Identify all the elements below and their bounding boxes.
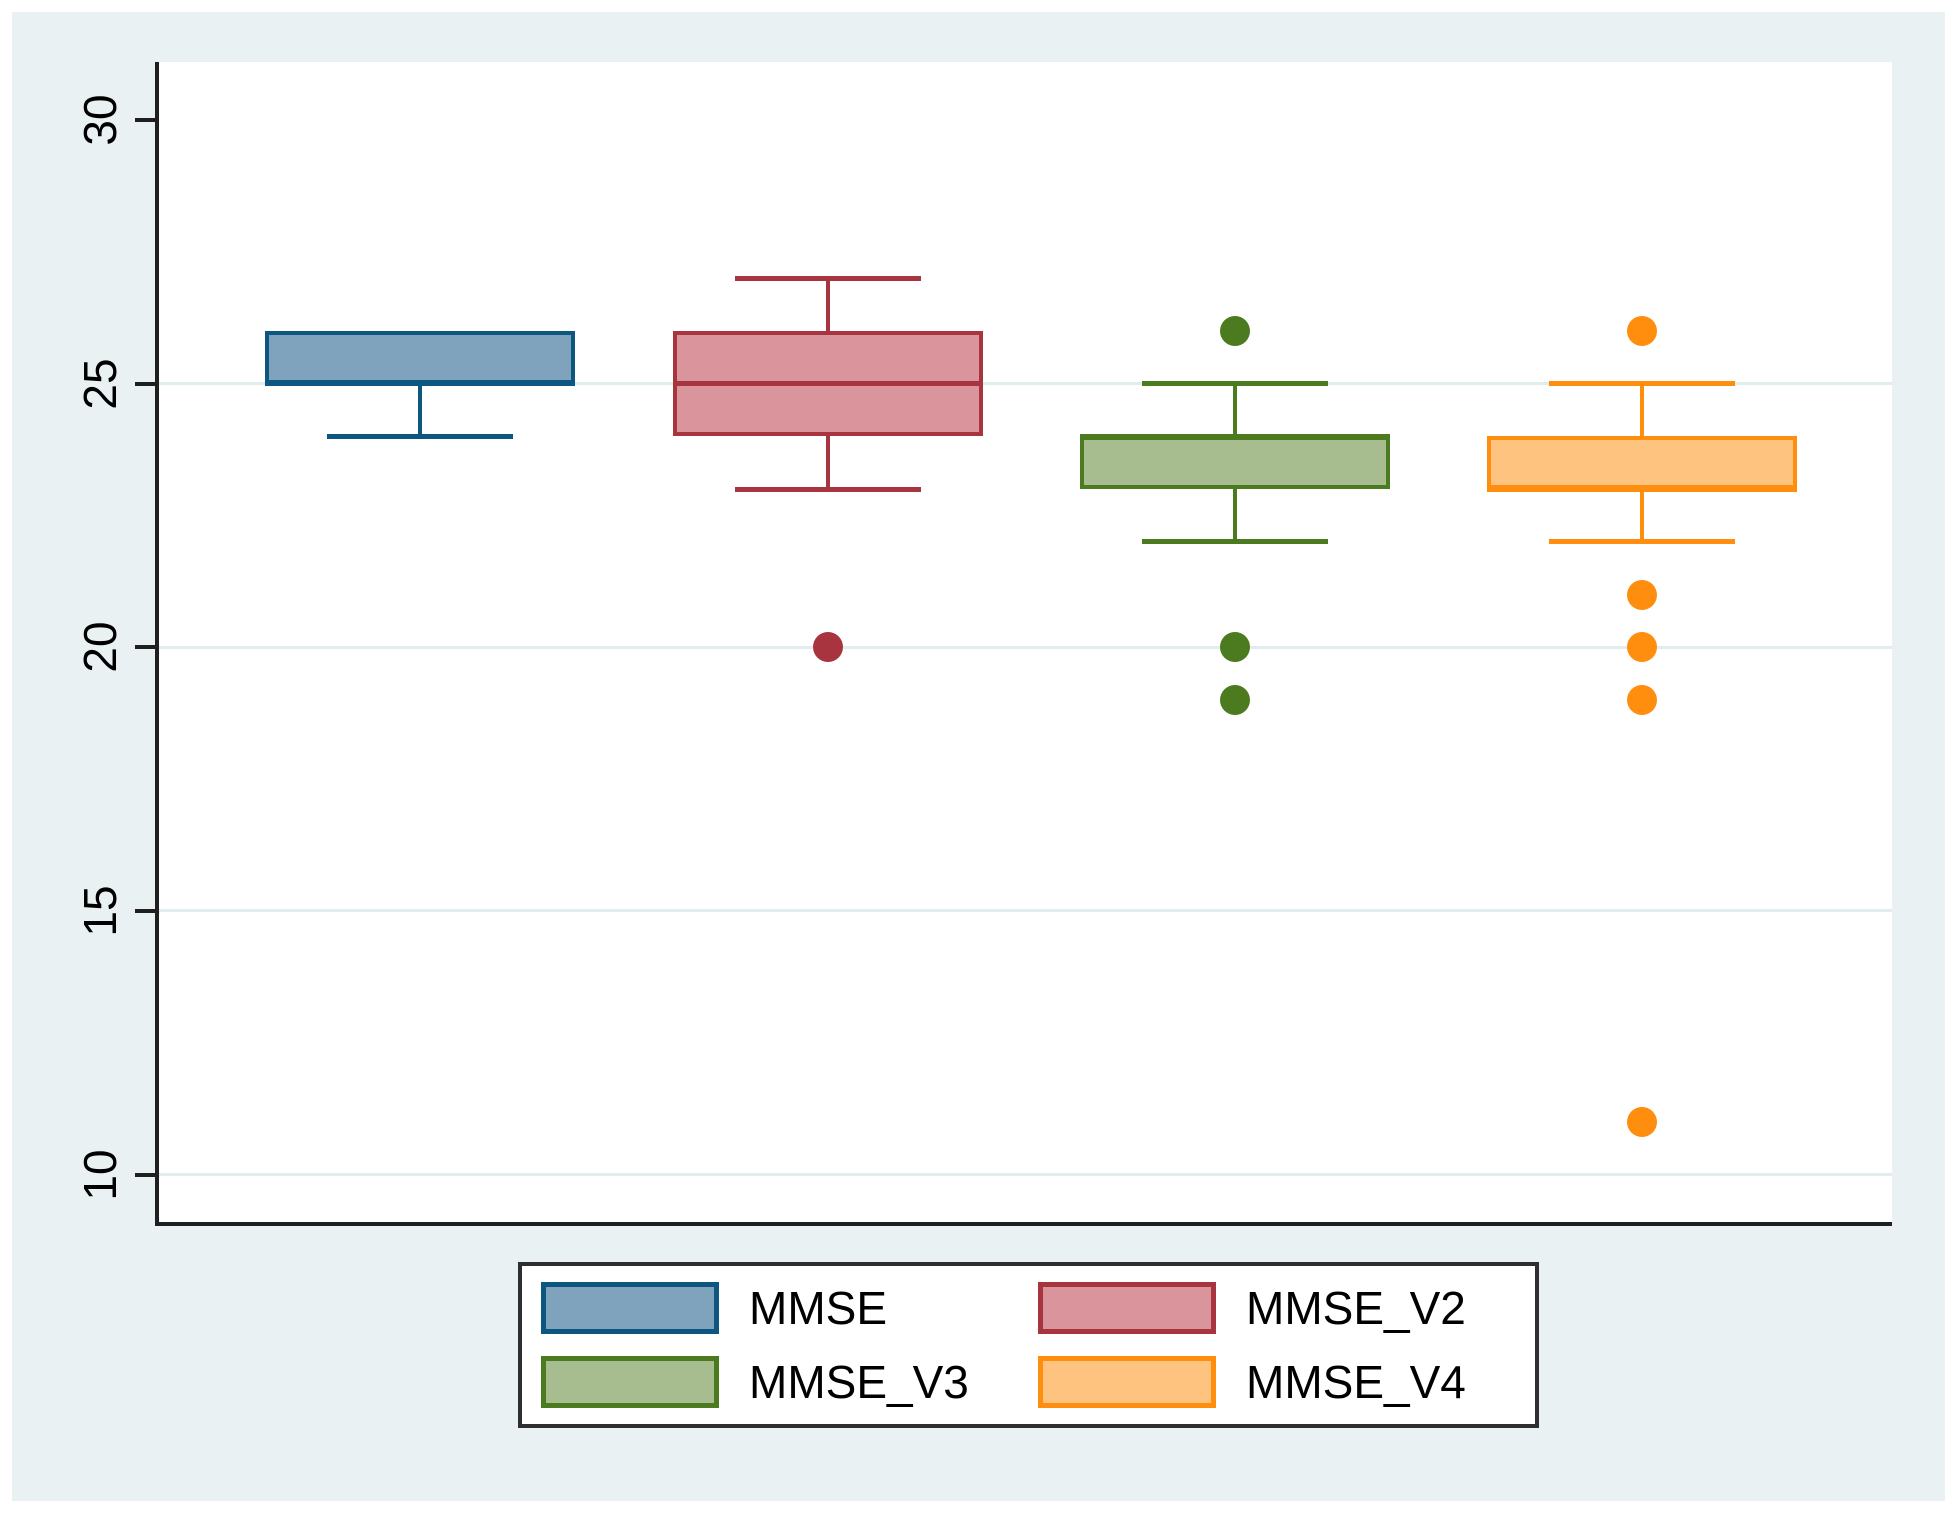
median-line-mmse-v4	[1487, 486, 1797, 492]
gridline-y-25	[159, 382, 1892, 386]
lower-whisker-cap-mmse-v4	[1549, 539, 1735, 545]
y-tick-25	[135, 381, 155, 386]
plot-area	[155, 62, 1892, 1226]
legend-entry-mmse: MMSE	[541, 1282, 1038, 1334]
legend-label-mmse-v3: MMSE_V3	[749, 1356, 969, 1408]
legend-entry-mmse-v4: MMSE_V4	[1038, 1356, 1535, 1408]
lower-whisker-cap-mmse	[327, 433, 513, 439]
graph-canvas: MMSE MMSE_V2 MMSE_V3 MMSE_V4 10 15 20 25 30	[12, 12, 1945, 1501]
y-tick-20	[135, 645, 155, 650]
outlier-dot-mmse-v2-0	[813, 632, 843, 663]
box-mmse-v3	[1080, 436, 1390, 490]
legend-swatch-mmse-icon	[541, 1282, 719, 1334]
lower-whisker-stem-mmse-v2	[826, 436, 830, 490]
y-tick-15	[135, 908, 155, 913]
y-tick-label-10: 10	[74, 1148, 126, 1201]
gridline-y-15	[159, 909, 1892, 913]
upper-whisker-cap-mmse-v3	[1142, 381, 1328, 387]
outlier-dot-mmse-v4-1	[1627, 579, 1657, 610]
outlier-dot-mmse-v3-2	[1220, 685, 1250, 715]
upper-whisker-stem-mmse-v3	[1233, 383, 1237, 437]
lower-whisker-stem-mmse	[418, 383, 422, 437]
upper-whisker-cap-mmse-v4	[1549, 381, 1735, 387]
upper-whisker-stem-mmse-v4	[1640, 383, 1644, 437]
outlier-dot-mmse-v4-3	[1627, 685, 1657, 715]
gridline-y-10	[159, 1173, 1892, 1177]
y-tick-label-20: 20	[74, 621, 126, 673]
legend-label-mmse-v2: MMSE_V2	[1246, 1282, 1466, 1334]
outlier-dot-mmse-v3-0	[1220, 315, 1250, 346]
legend-entry-mmse-v3: MMSE_V3	[541, 1356, 1038, 1408]
median-line-mmse-v3	[1080, 433, 1390, 439]
median-line-mmse	[265, 381, 575, 387]
gridline-y-20	[159, 645, 1892, 649]
legend-swatch-mmse-v2-icon	[1038, 1282, 1216, 1334]
upper-whisker-cap-mmse-v2	[735, 275, 921, 281]
outlier-dot-mmse-v4-2	[1627, 632, 1657, 663]
lower-whisker-cap-mmse-v2	[735, 486, 921, 492]
y-tick-10	[135, 1172, 155, 1177]
lower-whisker-cap-mmse-v3	[1142, 539, 1328, 545]
outlier-dot-mmse-v3-1	[1220, 632, 1250, 663]
legend-swatch-mmse-v4-icon	[1038, 1356, 1216, 1408]
y-tick-30	[135, 118, 155, 122]
upper-whisker-stem-mmse-v2	[826, 278, 830, 331]
outlier-dot-mmse-v4-0	[1627, 315, 1657, 346]
legend: MMSE MMSE_V2 MMSE_V3 MMSE_V4	[518, 1262, 1539, 1428]
legend-label-mmse: MMSE	[749, 1282, 887, 1334]
lower-whisker-stem-mmse-v4	[1640, 489, 1644, 542]
outlier-dot-mmse-v4-4	[1627, 1106, 1657, 1137]
lower-whisker-stem-mmse-v3	[1233, 489, 1237, 542]
y-tick-label-25: 25	[74, 358, 126, 410]
box-mmse-v4	[1487, 436, 1797, 490]
y-tick-label-15: 15	[74, 885, 126, 937]
y-tick-label-30: 30	[74, 94, 126, 146]
legend-entry-mmse-v2: MMSE_V2	[1038, 1282, 1535, 1334]
median-line-mmse-v2	[673, 381, 983, 387]
legend-label-mmse-v4: MMSE_V4	[1246, 1356, 1466, 1408]
box-mmse	[265, 330, 575, 384]
legend-swatch-mmse-v3-icon	[541, 1356, 719, 1408]
